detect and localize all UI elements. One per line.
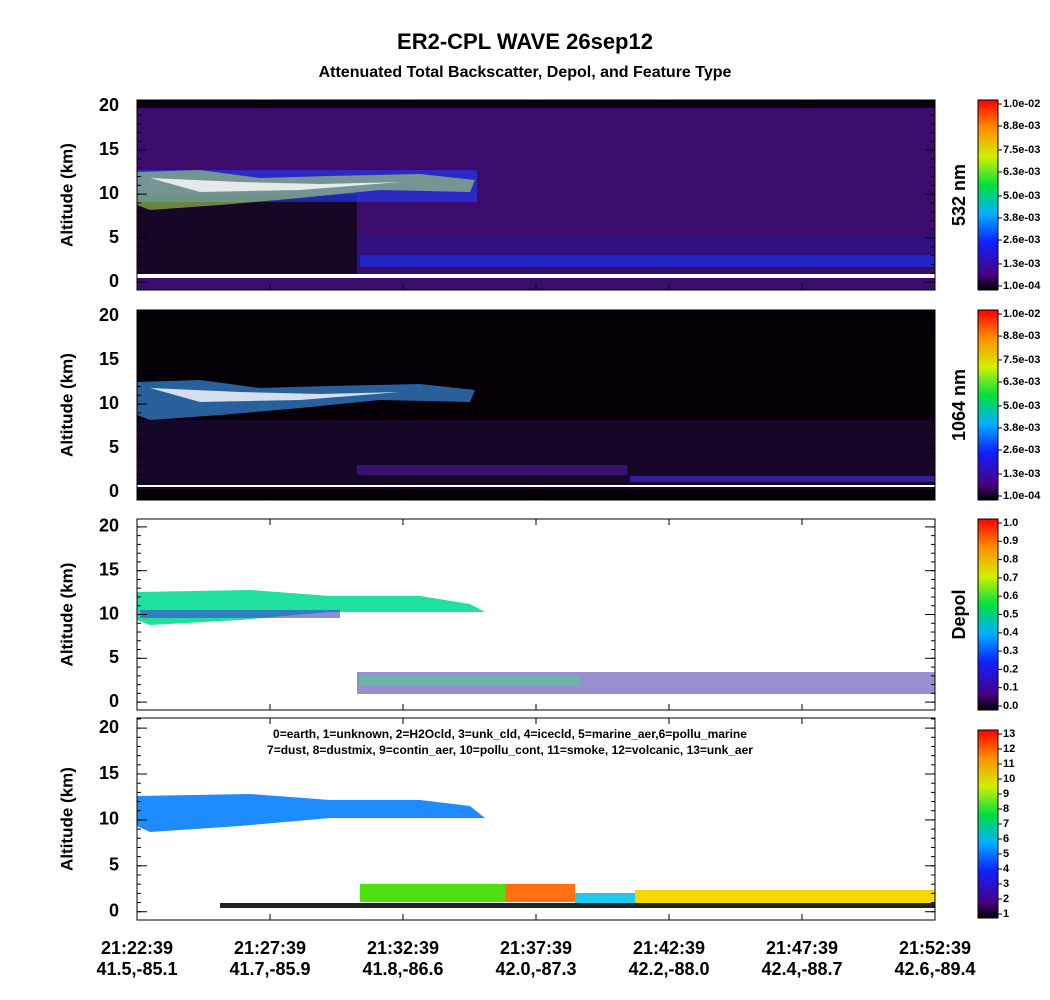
y-tick-label: 20 <box>99 305 119 325</box>
colorbar-tick-label: 0.2 <box>1003 663 1018 675</box>
colorbar-label: Depol <box>949 589 969 639</box>
y-axis-label: Altitude (km) <box>57 767 76 871</box>
colorbar-tick-label: 0.3 <box>1003 645 1018 657</box>
colorbar-tick-label: 6.3e-03 <box>1003 376 1040 388</box>
y-tick-label: 15 <box>99 763 119 783</box>
x-tick-label: 21:37:39 <box>500 938 572 958</box>
y-tick-label: 5 <box>109 227 119 247</box>
y-axis-label: Altitude (km) <box>57 353 76 457</box>
x-tick-label: 21:27:39 <box>234 938 306 958</box>
colorbar-tick-label: 0.4 <box>1003 627 1019 639</box>
y-tick-label: 0 <box>109 900 119 920</box>
colorbar-tick-label: 1.0 <box>1003 517 1018 529</box>
y-tick-label: 20 <box>99 717 119 737</box>
colorbar-tick-label: 9 <box>1003 788 1009 800</box>
y-tick-label: 5 <box>109 647 119 667</box>
y-tick-label: 10 <box>99 393 119 413</box>
x-tick-label: 42.0,-87.3 <box>495 959 576 979</box>
x-tick-label: 21:47:39 <box>766 938 838 958</box>
colorbar-tick-label: 1.0e-02 <box>1003 308 1040 320</box>
colorbar-tick-label: 4 <box>1003 863 1010 875</box>
colorbar-tick-label: 3 <box>1003 878 1009 890</box>
colorbar-tick-label: 6 <box>1003 833 1009 845</box>
colorbar-tick-label: 1.3e-03 <box>1003 258 1040 270</box>
chart-title: ER2-CPL WAVE 26sep12 <box>397 29 653 54</box>
colorbar-tick-label: 0.0 <box>1003 700 1018 712</box>
colorbar-label: 532 nm <box>949 164 969 226</box>
colorbar-tick-label: 0.6 <box>1003 590 1018 602</box>
colorbar-label: 1064 nm <box>949 369 969 441</box>
colorbar-tick-label: 7.5e-03 <box>1003 144 1040 156</box>
x-tick-label: 41.7,-85.9 <box>229 959 310 979</box>
colorbar-tick-label: 0.8 <box>1003 554 1018 566</box>
colorbar <box>977 729 999 919</box>
colorbar-tick-label: 1 <box>1003 908 1009 920</box>
legend-line: 7=dust, 8=dustmix, 9=contin_aer, 10=poll… <box>267 743 753 757</box>
x-tick-label: 21:22:39 <box>101 938 173 958</box>
colorbar-tick-label: 13 <box>1003 728 1015 740</box>
colorbar-tick-label: 3.8e-03 <box>1003 212 1040 224</box>
y-tick-label: 10 <box>99 809 119 829</box>
colorbar-tick-label: 1.0e-02 <box>1003 98 1040 110</box>
x-tick-label: 41.8,-86.6 <box>362 959 443 979</box>
x-tick-label: 42.2,-88.0 <box>628 959 709 979</box>
colorbar-tick-label: 10 <box>1003 773 1015 785</box>
colorbar-tick-label: 2.6e-03 <box>1003 234 1040 246</box>
colorbar <box>977 309 999 501</box>
y-axis-label: Altitude (km) <box>57 563 76 667</box>
y-tick-label: 0 <box>109 691 119 711</box>
colorbar-tick-label: 6.3e-03 <box>1003 166 1040 178</box>
x-tick-label: 21:52:39 <box>899 938 971 958</box>
colorbar-tick-label: 5.0e-03 <box>1003 400 1040 412</box>
colorbar-tick-label: 0.9 <box>1003 535 1018 547</box>
colorbar-tick-label: 1.0e-04 <box>1003 280 1041 292</box>
y-tick-label: 0 <box>109 271 119 291</box>
y-tick-label: 10 <box>99 603 119 623</box>
colorbar-tick-label: 12 <box>1003 743 1015 755</box>
colorbar-tick-label: 5.0e-03 <box>1003 190 1040 202</box>
colorbar-tick-label: 7 <box>1003 818 1009 830</box>
colorbar-tick-label: 8.8e-03 <box>1003 120 1040 132</box>
x-tick-label: 42.6,-89.4 <box>894 959 975 979</box>
colorbar-tick-label: 0.7 <box>1003 572 1018 584</box>
imagery <box>137 100 935 908</box>
y-tick-label: 20 <box>99 516 119 536</box>
colorbar-tick-label: 0.5 <box>1003 608 1018 620</box>
colorbar-tick-label: 1.0e-04 <box>1003 490 1041 502</box>
y-axis-label: Altitude (km) <box>57 143 76 247</box>
colorbar-tick-label: 2 <box>1003 893 1009 905</box>
y-tick-label: 15 <box>99 349 119 369</box>
y-tick-label: 10 <box>99 183 119 203</box>
colorbar-tick-label: 8 <box>1003 803 1009 815</box>
colorbar-tick-label: 0.1 <box>1003 682 1018 694</box>
colorbar-tick-label: 1.3e-03 <box>1003 468 1040 480</box>
colorbar-tick-label: 11 <box>1003 758 1015 770</box>
y-tick-label: 20 <box>99 95 119 115</box>
x-tick-label: 41.5,-85.1 <box>96 959 177 979</box>
y-tick-label: 15 <box>99 139 119 159</box>
colorbar <box>977 99 999 291</box>
colorbar-tick-label: 5 <box>1003 848 1009 860</box>
colorbar <box>977 518 999 711</box>
colorbar-tick-label: 7.5e-03 <box>1003 354 1040 366</box>
x-tick-label: 21:32:39 <box>367 938 439 958</box>
y-tick-label: 5 <box>109 855 119 875</box>
colorbar-tick-label: 3.8e-03 <box>1003 422 1040 434</box>
y-tick-label: 0 <box>109 481 119 501</box>
colorbar-tick-label: 2.6e-03 <box>1003 444 1040 456</box>
y-tick-label: 5 <box>109 437 119 457</box>
y-tick-label: 15 <box>99 559 119 579</box>
x-tick-label: 42.4,-88.7 <box>761 959 842 979</box>
x-tick-label: 21:42:39 <box>633 938 705 958</box>
legend-line: 0=earth, 1=unknown, 2=H2Ocld, 3=unk_cld,… <box>273 727 747 741</box>
chart-subtitle: Attenuated Total Backscatter, Depol, and… <box>319 64 732 81</box>
colorbar-tick-label: 8.8e-03 <box>1003 330 1040 342</box>
